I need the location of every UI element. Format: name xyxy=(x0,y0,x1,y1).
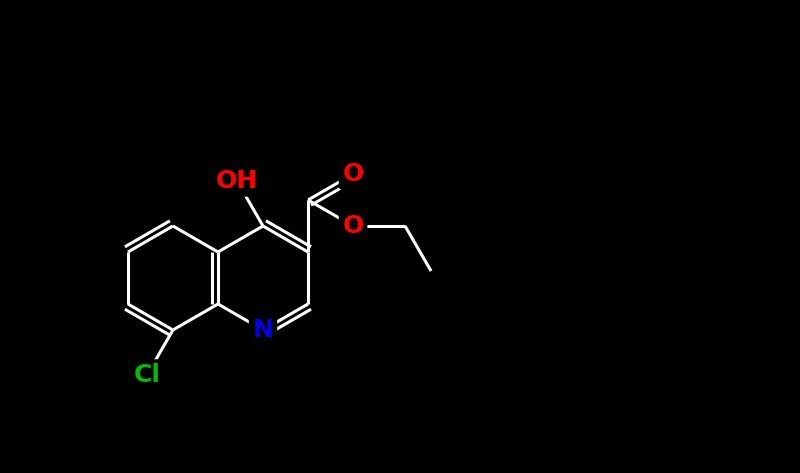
Text: OH: OH xyxy=(216,169,258,193)
Text: O: O xyxy=(342,162,364,186)
Text: O: O xyxy=(342,214,364,238)
Text: N: N xyxy=(253,318,274,342)
Text: Cl: Cl xyxy=(134,363,161,387)
